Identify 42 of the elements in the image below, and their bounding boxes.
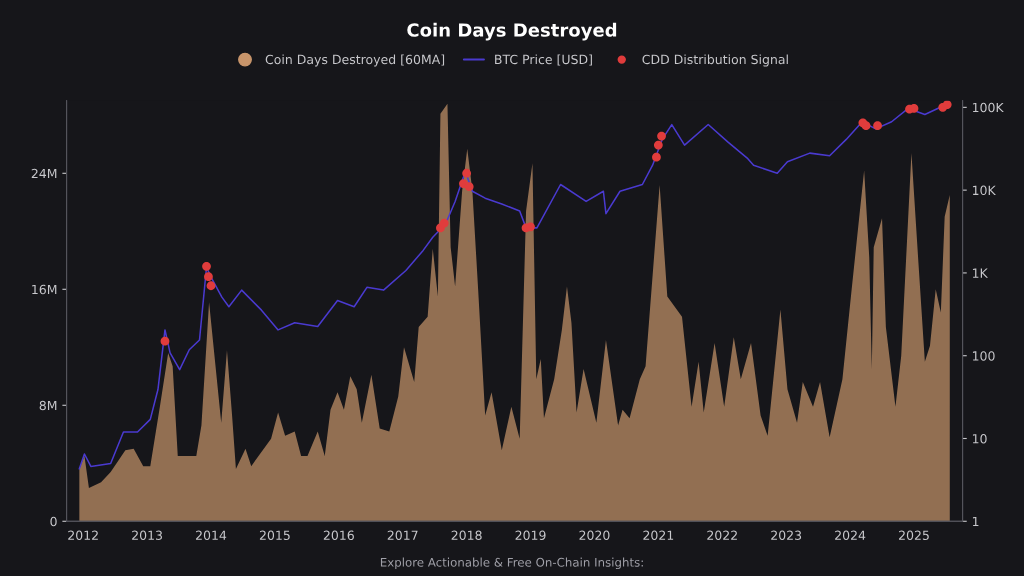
chart-title: Coin Days Destroyed xyxy=(407,22,617,41)
y-tick-label: 8M xyxy=(39,400,57,411)
point xyxy=(202,261,211,271)
x-tick-label: 2021 xyxy=(643,530,674,540)
legend-label: BTC Price [USD] xyxy=(495,54,592,66)
x-tick-label: 2020 xyxy=(579,530,610,540)
y2-tick-label: 10 xyxy=(972,433,987,444)
point xyxy=(206,281,216,291)
point xyxy=(653,140,663,150)
x-tick-label: 2017 xyxy=(387,530,418,540)
legend-label: CDD Distribution Signal xyxy=(642,54,788,67)
x-tick-label: 2019 xyxy=(515,530,546,540)
point xyxy=(439,218,449,228)
point xyxy=(942,100,952,109)
x-tick-label: 2012 xyxy=(68,530,98,540)
x-tick-label: 2024 xyxy=(835,530,866,540)
point xyxy=(652,152,661,162)
y2-tick-label: 100K xyxy=(972,102,1004,113)
point xyxy=(526,222,535,232)
y-tick-label: 0 xyxy=(50,516,57,527)
y-tick-label: 24M xyxy=(31,168,57,179)
point xyxy=(462,168,472,178)
x-tick-label: 2023 xyxy=(771,530,802,540)
y-tick-label: 16M xyxy=(32,284,57,295)
x-tick-label: 2025 xyxy=(899,530,929,540)
legend-label: Coin Days Destroyed [60MA] xyxy=(265,54,445,67)
x-tick-label: 2014 xyxy=(196,530,227,540)
x-tick-label: 2016 xyxy=(323,530,354,540)
point xyxy=(464,182,474,192)
x-tick-label: 2015 xyxy=(259,530,290,540)
x-tick-label: 2022 xyxy=(707,530,737,540)
y2-tick-label: 1K xyxy=(972,268,988,278)
point xyxy=(160,336,170,346)
y2-tick-label: 10K xyxy=(972,185,996,196)
y2-tick-label: 100 xyxy=(972,351,995,361)
point xyxy=(873,121,882,131)
text: Explore Actionable & Free On-Chain Insights: xyxy=(380,557,643,570)
x-tick-label: 2013 xyxy=(132,530,162,540)
point xyxy=(657,131,666,141)
point xyxy=(204,272,213,282)
x-tick-label: 2018 xyxy=(451,530,482,540)
y2-tick-label: 1 xyxy=(972,516,979,527)
